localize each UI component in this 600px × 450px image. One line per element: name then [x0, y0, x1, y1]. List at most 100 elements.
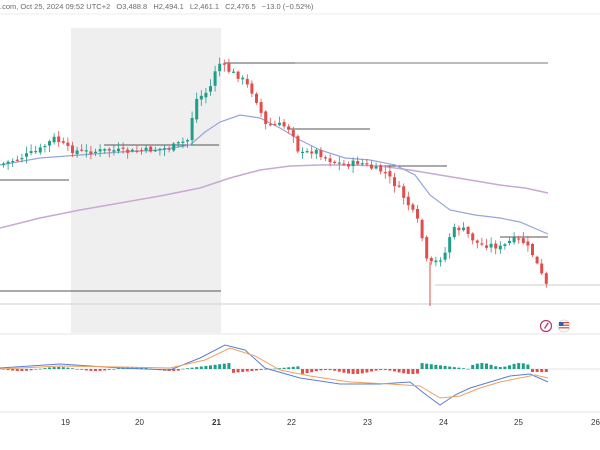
candle-body	[425, 237, 429, 259]
macd-bar	[29, 369, 33, 371]
macd-bar	[259, 369, 263, 371]
x-tick-22: 22	[287, 418, 296, 427]
macd-bar	[448, 366, 452, 369]
candle-body	[112, 150, 116, 152]
candle-body	[512, 237, 516, 243]
candle-body	[80, 149, 84, 151]
header-low: L2,461.1	[189, 2, 220, 11]
candle-body	[314, 149, 318, 154]
flame-circle-icon[interactable]	[539, 319, 553, 333]
x-tick-21: 21	[212, 418, 221, 427]
macd-bar	[402, 369, 406, 374]
candle-body	[443, 252, 447, 260]
macd-bar	[489, 364, 493, 369]
candle-body	[517, 238, 521, 240]
candle-body	[121, 147, 125, 149]
macd-bar	[462, 368, 465, 369]
candle-body	[268, 124, 272, 126]
candle-body	[34, 151, 38, 153]
candle-body	[149, 146, 153, 152]
candle-body	[158, 148, 162, 151]
candle-body	[319, 150, 323, 158]
candle-body	[227, 63, 231, 72]
candle-body	[489, 243, 493, 248]
candle-body	[498, 245, 502, 250]
macd-bar	[48, 367, 51, 369]
candle-body	[544, 273, 548, 284]
macd-bar	[89, 369, 93, 371]
macd-bar	[439, 365, 442, 369]
macd-bar	[75, 369, 79, 370]
macd-bar	[103, 369, 107, 371]
candle-body	[535, 256, 539, 264]
candle-body	[140, 150, 143, 152]
candle-body	[379, 165, 383, 172]
candle-body	[494, 243, 498, 249]
macd-bar	[393, 369, 396, 372]
macd-bar	[43, 368, 47, 369]
macd-bar	[374, 369, 378, 371]
candle-body	[356, 160, 360, 165]
candle-body	[374, 166, 378, 169]
candle-body	[48, 141, 51, 146]
macd-bar	[287, 367, 291, 369]
candle-body	[310, 151, 314, 154]
candle-body	[324, 157, 327, 159]
macd-bar	[328, 369, 332, 371]
candle-body	[337, 162, 341, 164]
candle-body	[2, 163, 5, 166]
candle-body	[370, 164, 373, 169]
macd-bar	[411, 369, 415, 374]
macd-bar	[434, 364, 438, 369]
macd-bar	[195, 367, 199, 369]
macd-bar	[356, 369, 360, 374]
macd-bar	[66, 367, 70, 369]
x-tick-25: 25	[514, 418, 523, 427]
macd-bar	[222, 363, 226, 369]
candle-body	[305, 151, 309, 153]
candle-body	[342, 163, 346, 165]
candle-body	[388, 171, 392, 177]
candle-body	[61, 141, 65, 143]
candle-body	[526, 241, 530, 246]
candle-body	[521, 238, 525, 243]
macd-bar	[176, 369, 180, 371]
macd-bar	[475, 363, 479, 369]
header-close: C2,476.5	[225, 2, 256, 11]
macd-bar	[181, 368, 185, 370]
candle-body	[232, 71, 235, 73]
candle-body	[94, 151, 97, 153]
macd-bar	[416, 369, 419, 374]
macd-bar	[20, 369, 24, 371]
candle-body	[471, 233, 475, 241]
candle-body	[11, 160, 15, 163]
header-change: −13.0 (−0.52%)	[261, 2, 314, 11]
macd-bar	[494, 366, 498, 369]
candle-body	[301, 151, 304, 154]
candle-body	[66, 142, 70, 147]
macd-bar	[471, 365, 475, 369]
candle-body	[135, 150, 139, 152]
candle-body	[411, 204, 415, 210]
macd-line	[0, 344, 549, 406]
macd-bar	[517, 363, 521, 369]
macd-bar	[333, 369, 337, 371]
fast-moving-average	[0, 114, 549, 235]
macd-bar	[107, 369, 111, 370]
macd-bar	[11, 369, 15, 371]
candle-body	[84, 150, 88, 152]
macd-bar	[466, 368, 470, 370]
us-flag-icon[interactable]	[557, 319, 571, 333]
macd-bar	[540, 369, 544, 372]
candle-body	[172, 143, 176, 151]
candle-body	[531, 244, 534, 256]
candle-body	[245, 78, 249, 85]
macd-bar	[204, 365, 208, 369]
macd-bar	[360, 369, 364, 374]
macd-bar	[213, 364, 217, 369]
candle-body	[406, 196, 410, 206]
macd-bar	[508, 365, 511, 369]
macd-bar	[301, 369, 304, 374]
macd-bar	[310, 369, 314, 373]
